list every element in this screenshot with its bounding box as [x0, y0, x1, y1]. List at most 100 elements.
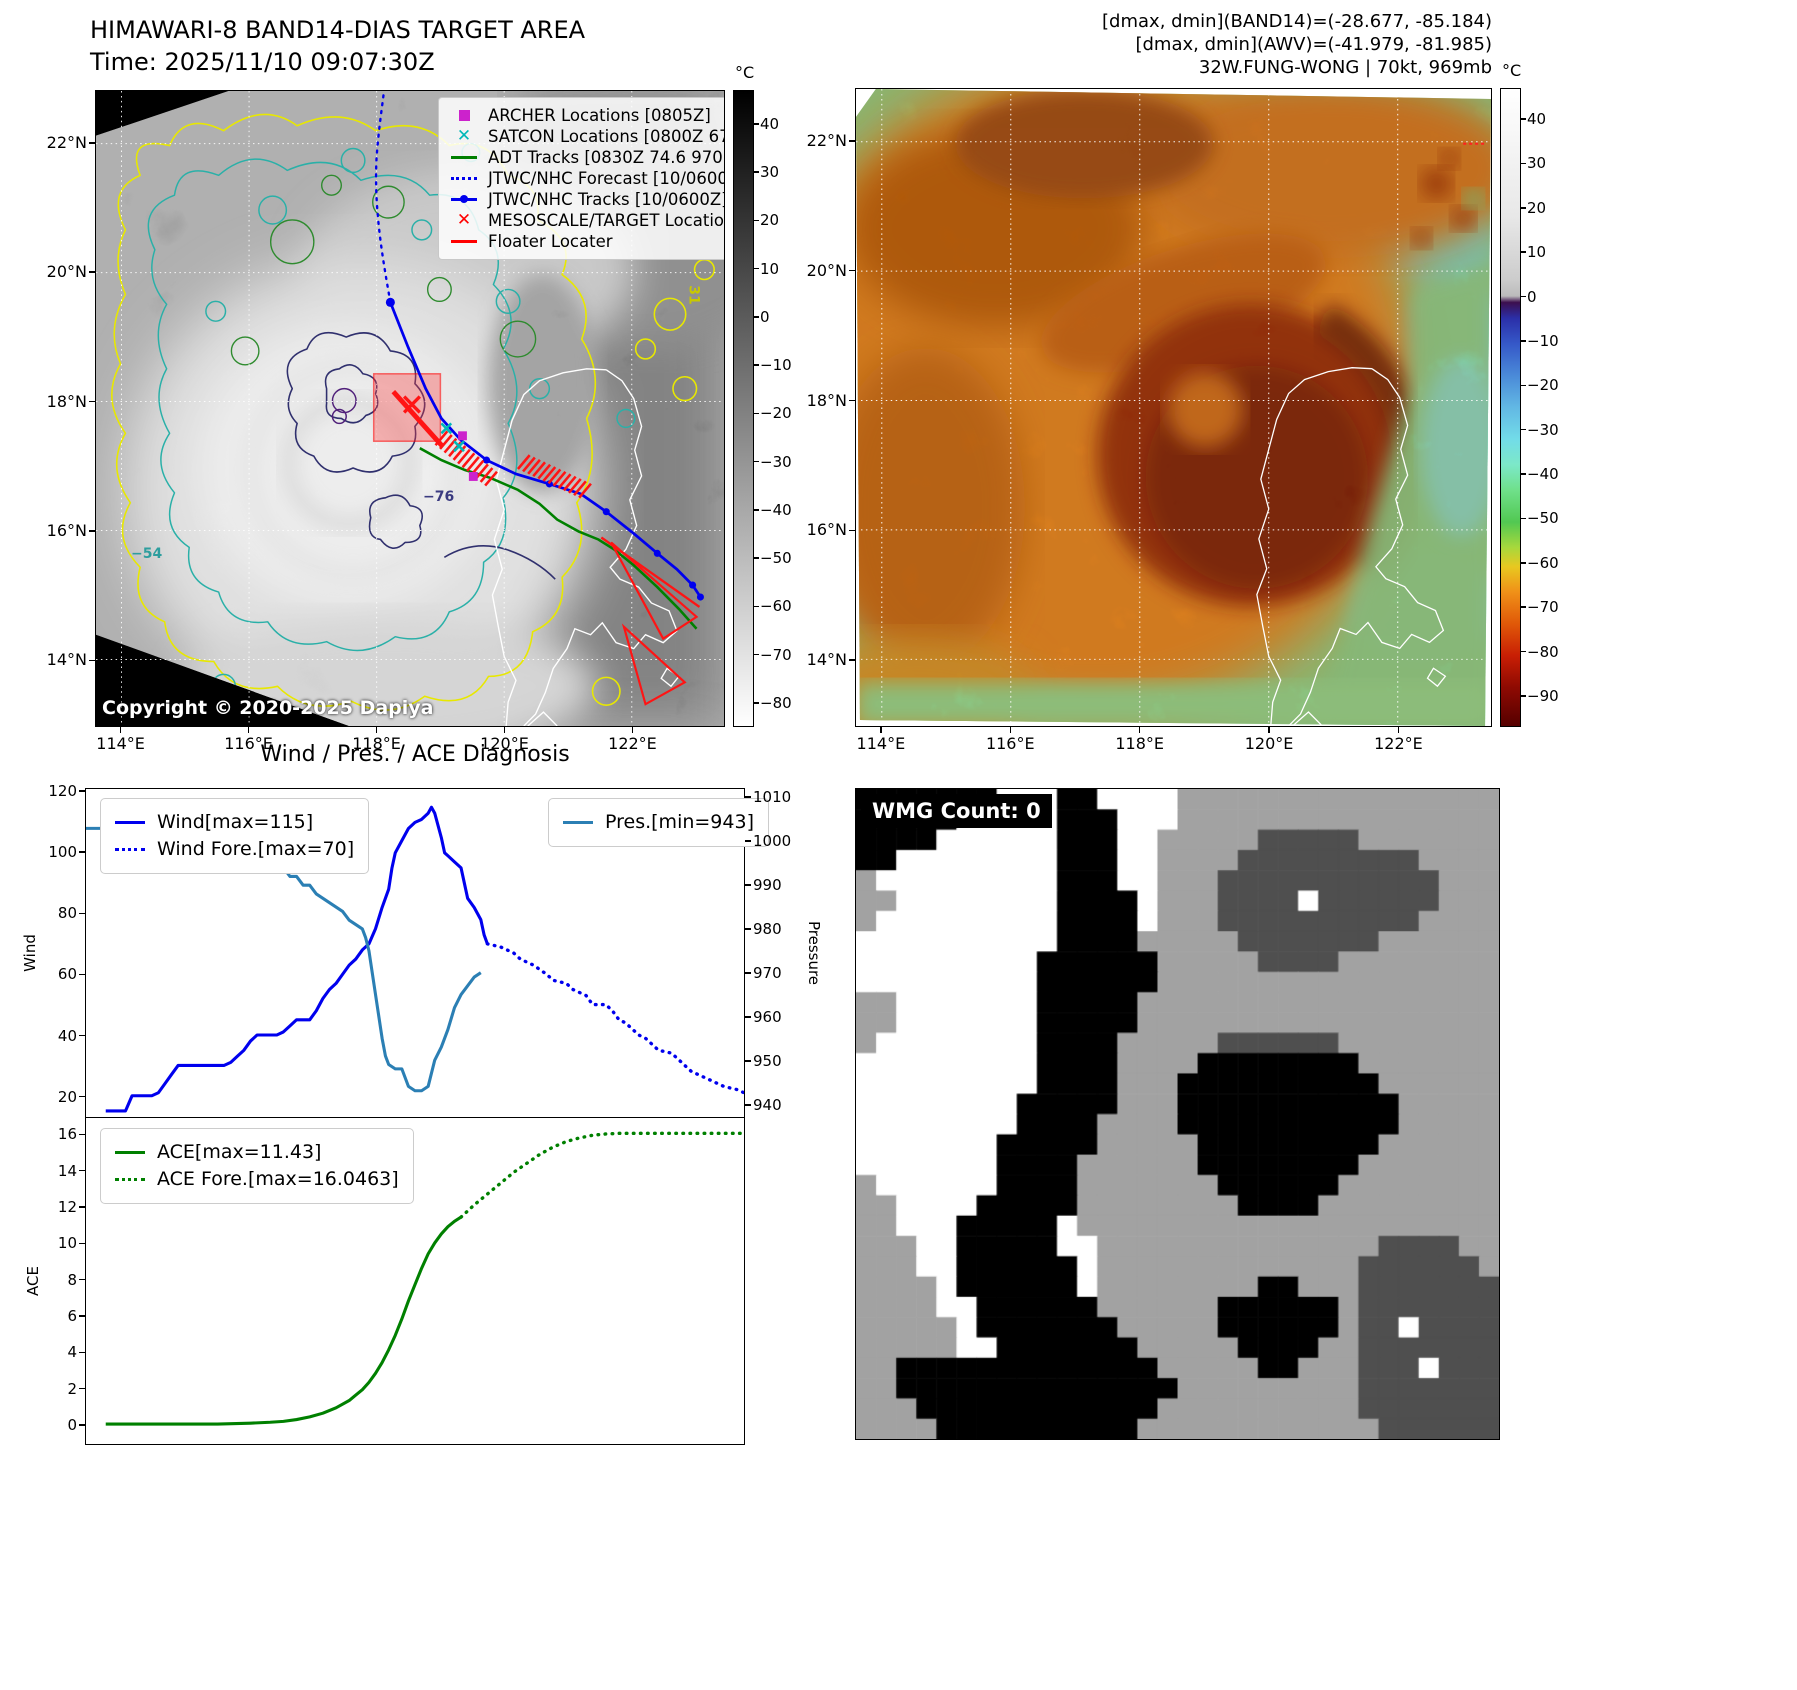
colorbar-tick-label: −70 — [1527, 598, 1559, 617]
map-legend-label: ARCHER Locations [0805Z] — [488, 106, 711, 125]
line-with-dot-symbol — [449, 195, 479, 203]
wind-tick-label: 40 — [57, 1026, 77, 1045]
ace-tick-label: 2 — [67, 1379, 77, 1398]
colorbar-tick-label: 0 — [760, 307, 770, 326]
pressure-tick-label: 1000 — [753, 831, 792, 850]
colorbar-tick-mark — [1521, 650, 1526, 653]
ace-forecast-line — [459, 1131, 744, 1219]
ace-tick-label: 10 — [57, 1234, 77, 1253]
x-tick-label: 120°E — [480, 734, 529, 753]
copyright-text: Copyright © 2020-2025 Dapiya — [102, 697, 434, 719]
wind-legend: Wind[max=115] Wind Fore.[max=70] — [100, 798, 370, 874]
y-tick-label: 20°N — [806, 260, 847, 280]
dotted-line-symbol — [449, 177, 479, 180]
colorbar-unit-label: °C — [1502, 61, 1522, 80]
y-tick-mark — [89, 659, 95, 662]
ace-tick-label: 16 — [57, 1125, 77, 1144]
square-symbol — [449, 110, 479, 121]
colorbar-tick-label: −80 — [1527, 642, 1559, 661]
colorbar-tick-label: −40 — [1527, 465, 1559, 484]
page-title: HIMAWARI-8 BAND14-DIAS TARGET AREA — [90, 16, 586, 44]
tick-mark — [79, 1169, 85, 1172]
wind-forecast-line — [485, 942, 744, 1095]
ace-tick-label: 14 — [57, 1161, 77, 1180]
colorbar-tick-mark — [1521, 473, 1526, 475]
tick-mark — [745, 840, 751, 842]
x-marker-symbol: ✕ — [456, 126, 472, 146]
x-tick-label: 122°E — [1374, 734, 1423, 753]
y-tick-label: 22°N — [806, 130, 847, 150]
colorbar-tick-label: −30 — [760, 452, 792, 471]
pressure-tick-label: 970 — [753, 963, 782, 982]
tick-mark — [79, 1133, 85, 1136]
y-tick-label: 16°N — [46, 520, 87, 540]
y-tick-mark — [849, 529, 855, 532]
colorbar-tick-mark — [1521, 384, 1526, 387]
map-legend-label: JTWC/NHC Tracks [10/0600Z] — [488, 190, 725, 209]
x-tick-mark — [880, 727, 882, 733]
colorbar-tick-label: −40 — [760, 500, 792, 519]
adt-track-line — [419, 447, 698, 630]
wind-tick-label: 100 — [48, 843, 77, 862]
map-legend-item: JTWC/NHC Tracks [10/0600Z] — [449, 190, 725, 209]
colorbar-tick-label: −30 — [1527, 420, 1559, 439]
colorbar-tick-label: −50 — [1527, 509, 1559, 528]
y-tick-mark — [89, 142, 95, 144]
colorbar-tick-mark — [754, 123, 759, 125]
dmax-dmin-awv: [dmax, dmin](AWV)=(-41.979, -81.985) — [1135, 34, 1492, 55]
satcon-location-markers — [440, 422, 465, 453]
map-legend-item: Floater Locater — [449, 232, 724, 251]
colorbar-unit-label: °C — [735, 63, 755, 82]
tick-mark — [79, 1315, 85, 1317]
colorbar-tick-label: −50 — [760, 549, 792, 568]
tick-mark — [79, 1034, 85, 1037]
x-tick-label: 116°E — [224, 734, 273, 753]
colorbar-tick-label: 10 — [760, 259, 780, 278]
tick-mark — [79, 1206, 85, 1208]
colorbar-tick-mark — [1521, 162, 1526, 165]
pressure-tick-label: 960 — [753, 1007, 782, 1026]
x-tick-mark — [503, 727, 506, 733]
y-tick-mark — [849, 140, 855, 142]
tick-mark — [745, 1060, 751, 1062]
colorbar-tick-mark — [754, 605, 759, 608]
tick-mark — [745, 796, 751, 798]
colorbar-tick-label: −60 — [1527, 553, 1559, 572]
wmg-count-badge: WMG Count: 0 — [861, 794, 1052, 828]
y-tick-mark — [89, 530, 95, 532]
wind-tick-label: 80 — [57, 904, 77, 923]
contour-label: −76 — [423, 489, 455, 505]
colorbar-tick-label: −20 — [1527, 376, 1559, 395]
tick-mark — [79, 790, 85, 792]
colorbar-tick-label: 40 — [1527, 110, 1547, 129]
pressure-axis-label: Pressure — [805, 920, 823, 986]
solid-line-symbol — [115, 820, 145, 825]
solid-line-symbol — [115, 1150, 145, 1155]
pressure-tick-label: 1010 — [753, 787, 792, 806]
y-tick-label: 14°N — [806, 650, 847, 670]
wmg-pixel-grid — [856, 789, 1499, 1439]
y-tick-mark — [89, 271, 95, 273]
colorbar-tick-mark — [754, 509, 759, 511]
pressure-tick-label: 990 — [753, 875, 782, 894]
dmax-dmin-band14: [dmax, dmin](BAND14)=(-28.677, -85.184) — [1102, 11, 1492, 32]
y-tick-mark — [849, 399, 855, 402]
x-tick-mark — [375, 727, 378, 733]
x-tick-label: 116°E — [985, 734, 1035, 753]
colorbar-tick-mark — [754, 557, 759, 559]
archer-location-markers — [458, 431, 478, 481]
colorbar-tick-label: 20 — [1527, 198, 1547, 217]
tick-mark — [745, 972, 751, 974]
ace-tick-label: 8 — [67, 1270, 77, 1289]
wmg-panel: WMG Count: 0 — [855, 788, 1500, 1440]
ace-tick-label: 4 — [67, 1343, 77, 1362]
legend-label: Pres.[min=943] — [605, 811, 754, 833]
floater-hatch-band-2 — [516, 454, 592, 499]
x-tick-mark — [1009, 727, 1012, 733]
tick-mark — [79, 1278, 85, 1281]
dotted-line-symbol — [115, 1178, 145, 1181]
y-tick-label: 16°N — [806, 520, 847, 540]
x-marker-symbol: ✕ — [456, 210, 472, 230]
ace-tick-label: 6 — [67, 1307, 77, 1326]
map-legend-item: ✕ MESOSCALE/TARGET Location — [449, 210, 724, 230]
